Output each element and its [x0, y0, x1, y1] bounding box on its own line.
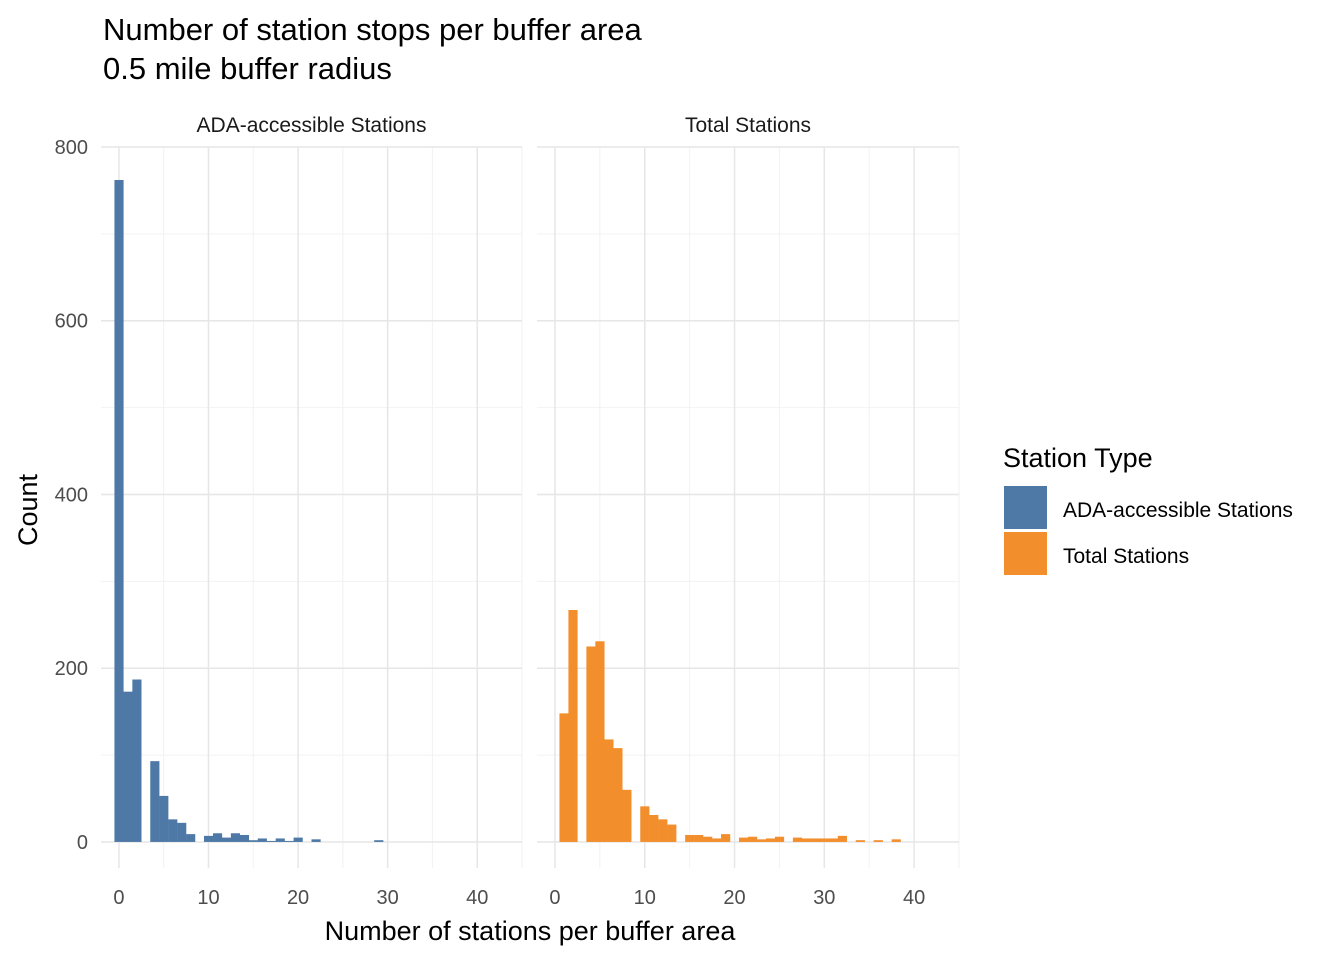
legend-label: ADA-accessible Stations [1063, 499, 1293, 522]
histogram-bar [756, 839, 767, 842]
histogram-bar [284, 840, 294, 842]
histogram-bar [712, 838, 722, 842]
histogram-bar [293, 837, 303, 842]
histogram-bar [855, 840, 865, 842]
histogram-bar [792, 837, 803, 842]
histogram-bar [694, 834, 704, 842]
histogram-bar [248, 840, 258, 842]
histogram-bar [212, 833, 223, 842]
histogram-bar [266, 840, 276, 842]
legend-title: Station Type [1003, 443, 1153, 473]
legend: Station Type ADA-accessible Stations Tota… [1003, 443, 1293, 575]
x-tick-label: 10 [634, 887, 656, 909]
histogram-bar [150, 761, 160, 842]
facet-strip-label: ADA-accessible Stations [197, 114, 427, 137]
histogram-bar [595, 641, 605, 842]
histogram-bar [658, 819, 668, 842]
histogram-bar [649, 815, 659, 842]
x-tick-label: 0 [113, 887, 124, 909]
histogram-bar [873, 840, 883, 842]
y-axis-title: Count [13, 473, 43, 546]
x-axis-title: Number of stations per buffer area [325, 916, 737, 946]
histogram-bar [257, 838, 267, 842]
y-tick-label: 600 [55, 311, 88, 333]
histogram-bar [703, 836, 713, 842]
histogram-bar [568, 610, 578, 842]
histogram-bar [177, 822, 187, 842]
histogram-bar [168, 819, 178, 842]
histogram-bar [159, 795, 169, 842]
x-tick-label: 40 [903, 887, 925, 909]
histogram-bar [837, 835, 847, 842]
histogram-bar [132, 679, 142, 842]
histogram-bar [622, 789, 632, 842]
histogram-bar [685, 834, 695, 842]
y-tick-label: 400 [55, 484, 88, 506]
facet-strip-label: Total Stations [685, 114, 811, 137]
histogram-bar [114, 180, 124, 842]
histogram-bar [374, 840, 384, 842]
histogram-bar [640, 806, 650, 842]
legend-key [1004, 532, 1047, 575]
chart-title-block: Number of station stops per buffer area … [103, 10, 642, 88]
histogram-bar [123, 691, 133, 842]
histogram-bar [559, 713, 569, 842]
histogram-bar [230, 833, 241, 842]
legend-entries: ADA-accessible Stations Total Stations [1004, 486, 1293, 575]
facet-panel-2: Total Stations 0 10 20 30 40 [537, 114, 960, 909]
histogram-bar [765, 838, 776, 842]
histogram-bar [667, 824, 677, 842]
chart-title: Number of station stops per buffer area [103, 12, 642, 47]
chart-subtitle: 0.5 mile buffer radius [103, 51, 392, 86]
histogram-bar [774, 836, 785, 842]
y-tick-label: 0 [77, 832, 88, 854]
histogram-bar [748, 836, 758, 842]
x-tick-label: 40 [466, 887, 488, 909]
x-tick-label: 20 [287, 887, 309, 909]
x-tick-label: 20 [723, 887, 745, 909]
x-tick-label: 30 [813, 887, 835, 909]
histogram-bar [186, 834, 196, 842]
histogram-bar [819, 838, 830, 842]
legend-key [1004, 486, 1047, 529]
histogram-bar [204, 835, 214, 842]
histogram-bar [604, 739, 614, 842]
histogram-bar [810, 838, 821, 842]
y-tick-label: 800 [55, 137, 88, 159]
histogram-bar [891, 839, 901, 842]
histogram-bar [586, 646, 596, 842]
histogram-bar [311, 839, 321, 842]
histogram-bar [721, 834, 731, 842]
histogram-bar [801, 838, 812, 842]
histogram-bar [739, 837, 749, 842]
legend-label: Total Stations [1063, 545, 1189, 568]
histogram-bar [239, 834, 249, 842]
histogram-bar [613, 748, 623, 842]
facet-panel-1: ADA-accessible Stations 0 10 20 30 40 [101, 114, 523, 909]
x-tick-label: 10 [197, 887, 219, 909]
x-tick-label: 30 [377, 887, 399, 909]
histogram-bar [221, 837, 232, 842]
histogram-bar [275, 838, 285, 842]
histogram-bar [828, 838, 838, 842]
x-tick-label: 0 [549, 887, 560, 909]
y-tick-label: 200 [55, 658, 88, 680]
